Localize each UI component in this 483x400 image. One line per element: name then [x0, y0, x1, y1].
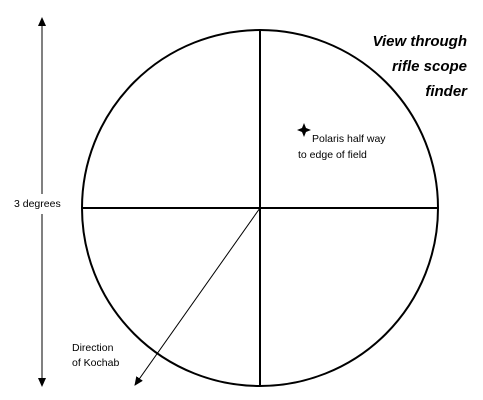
polaris-star-icon	[297, 123, 311, 137]
kochab-label-line-2: of Kochab	[72, 357, 119, 369]
field-size-label: 3 degrees	[14, 198, 61, 210]
title-line-1: View through	[373, 33, 467, 50]
title-line-3: finder	[425, 83, 468, 100]
title-line-2: rifle scope	[392, 58, 467, 75]
polaris-label-line-2: to edge of field	[298, 149, 367, 161]
kochab-label-line-1: Direction	[72, 342, 114, 354]
polaris-label-line-1: Polaris half way	[312, 133, 386, 145]
kochab-direction-arrow	[134, 207, 261, 386]
